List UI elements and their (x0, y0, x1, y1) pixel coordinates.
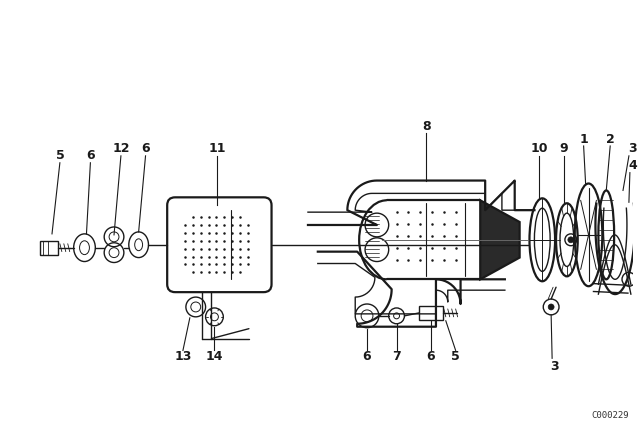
Text: 5: 5 (451, 350, 460, 363)
Text: 6: 6 (363, 350, 371, 363)
Text: 12: 12 (112, 142, 130, 155)
Text: 8: 8 (422, 120, 431, 133)
Circle shape (568, 237, 574, 243)
Text: 4: 4 (628, 159, 637, 172)
Circle shape (548, 304, 554, 310)
Text: 14: 14 (205, 350, 223, 363)
Text: 10: 10 (531, 142, 548, 155)
Text: 6: 6 (427, 350, 435, 363)
Text: 13: 13 (174, 350, 191, 363)
Text: 2: 2 (606, 133, 614, 146)
Text: 1: 1 (579, 133, 588, 146)
Polygon shape (480, 200, 520, 279)
Text: 3: 3 (550, 360, 559, 373)
Text: 9: 9 (559, 142, 568, 155)
Text: 6: 6 (141, 142, 150, 155)
Text: 3: 3 (628, 142, 637, 155)
Text: C000229: C000229 (591, 411, 629, 420)
Text: 6: 6 (86, 149, 95, 162)
Text: 11: 11 (209, 142, 226, 155)
Text: 7: 7 (392, 350, 401, 363)
Text: 5: 5 (56, 149, 64, 162)
